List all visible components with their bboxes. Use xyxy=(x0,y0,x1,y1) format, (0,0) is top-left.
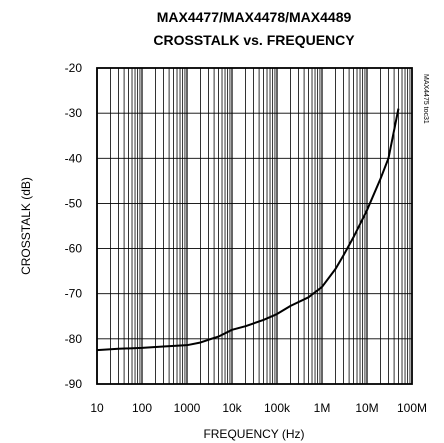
y-tick-label: -20 xyxy=(65,61,83,75)
x-tick-label: 100k xyxy=(264,401,291,415)
x-tick-label: 10 xyxy=(90,401,104,415)
chart-title: MAX4477/MAX4478/MAX4489 xyxy=(157,9,352,25)
y-tick-label: -80 xyxy=(65,332,83,346)
y-tick-label: -50 xyxy=(65,196,83,210)
x-tick-label: 1000 xyxy=(174,401,201,415)
x-tick-label: 100 xyxy=(132,401,152,415)
grid xyxy=(96,67,412,385)
y-tick-label: -90 xyxy=(65,377,83,391)
x-tick-label: 100M xyxy=(397,401,427,415)
x-tick-label: 10k xyxy=(222,401,242,415)
y-tick-label: -40 xyxy=(65,151,83,165)
series-line-path xyxy=(96,108,400,352)
y-tick-label: -60 xyxy=(65,242,83,256)
x-tick-label: 1M xyxy=(314,401,331,415)
x-tick-labels: 10 100 1000 10k 100k 1M 10M 100M xyxy=(90,401,427,415)
x-axis-label: FREQUENCY (Hz) xyxy=(203,427,304,441)
y-tick-label: -70 xyxy=(65,287,83,301)
y-axis-label: CROSSTALK (dB) xyxy=(19,177,33,275)
plot-frame xyxy=(96,67,413,385)
y-tick-labels: -20 -30 -40 -50 -60 -70 -80 -90 xyxy=(65,61,83,391)
series-line xyxy=(96,108,400,352)
x-tick-label: 10M xyxy=(355,401,378,415)
y-tick-label: -30 xyxy=(65,106,83,120)
chart-subtitle: CROSSTALK vs. FREQUENCY xyxy=(153,32,355,48)
chart-annotation: MAX4475 toc31 xyxy=(422,74,429,124)
